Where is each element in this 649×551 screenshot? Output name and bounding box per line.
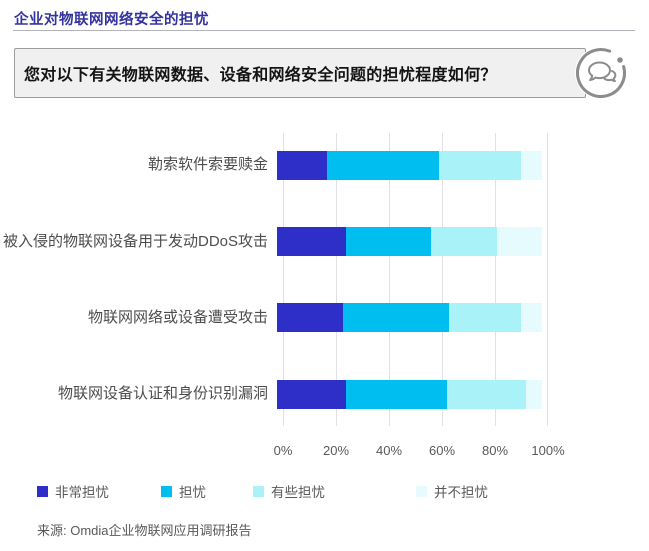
category-label: 物联网网络或设备遭受攻击 [87,308,268,326]
page-title: 企业对物联网网络安全的担忧 [14,12,209,28]
bar-segment [343,303,450,333]
x-axis-tick: 60% [428,443,456,458]
category-label: 被入侵的物联网设备用于发动DDoS攻击 [2,232,268,250]
legend-swatch [416,485,427,497]
legend-label: 非常担忧 [55,485,109,500]
bar-segment [430,227,497,257]
x-axis-tick: 40% [375,443,403,458]
bar-segment [327,150,439,180]
chart-row: 物联网设备认证和身份识别漏洞 [0,356,649,432]
legend-swatch [161,485,172,497]
chart-row: 物联网网络或设备遭受攻击 [0,280,649,356]
legend-label: 担忧 [179,485,206,500]
x-axis: 0% 20% 40% 60% 80% 100% [274,443,565,461]
chart-legend: 非常担忧 担忧 有些担忧 并不担忧 [0,481,649,501]
bar-segment [438,150,521,180]
legend-label: 并不担忧 [434,485,488,500]
question-box: 您对以下有关物联网数据、设备和网络安全问题的担忧程度如何？ [14,48,586,98]
bar-segment [277,227,346,257]
legend-item: 并不担忧 [416,481,488,501]
stacked-bar [277,150,542,180]
bar-segment [520,150,542,180]
chart-row: 勒索软件索要赎金 [0,127,649,203]
category-label: 勒索软件索要赎金 [147,156,268,174]
bar-segment [496,227,542,257]
bar-segment [446,379,527,409]
stacked-bar [277,303,542,333]
stacked-bar [277,227,542,257]
legend-item: 担忧 [161,481,206,501]
question-text: 您对以下有关物联网数据、设备和网络安全问题的担忧程度如何？ [24,67,497,84]
bar-segment [345,379,447,409]
legend-item: 非常担忧 [37,481,109,501]
legend-item: 有些担忧 [253,481,325,501]
source-note: 来源: Omdia企业物联网应用调研报告 [37,523,252,538]
bar-segment [526,379,542,409]
legend-label: 有些担忧 [271,485,325,500]
legend-swatch [253,485,264,497]
bar-segment [449,303,521,333]
bar-segment [277,379,346,409]
stacked-bar [277,379,542,409]
bar-segment [277,303,344,333]
category-label: 物联网设备认证和身份识别漏洞 [57,385,268,403]
x-axis-tick: 100% [531,443,565,458]
x-axis-tick: 20% [322,443,350,458]
bar-segment [345,227,431,257]
bar-segment [520,303,542,333]
bar-segment [277,150,328,180]
plot-gridlines [283,133,548,426]
title-divider [13,30,635,31]
stacked-bar-chart: 勒索软件索要赎金被入侵的物联网设备用于发动DDoS攻击物联网网络或设备遭受攻击物… [0,127,649,433]
x-axis-tick: 0% [273,443,293,458]
x-axis-tick: 80% [481,443,509,458]
legend-swatch [37,485,48,497]
chart-row: 被入侵的物联网设备用于发动DDoS攻击 [0,203,649,279]
chat-bubble-icon [573,45,629,101]
